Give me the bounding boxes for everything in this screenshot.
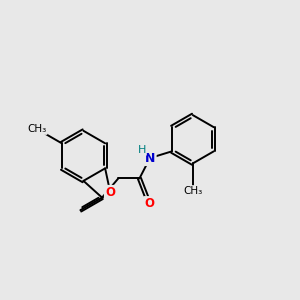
Text: N: N (145, 152, 155, 164)
Text: H: H (137, 145, 146, 155)
Text: O: O (105, 186, 115, 199)
Text: CH₃: CH₃ (183, 186, 202, 196)
Text: CH₃: CH₃ (27, 124, 47, 134)
Text: O: O (144, 197, 154, 211)
